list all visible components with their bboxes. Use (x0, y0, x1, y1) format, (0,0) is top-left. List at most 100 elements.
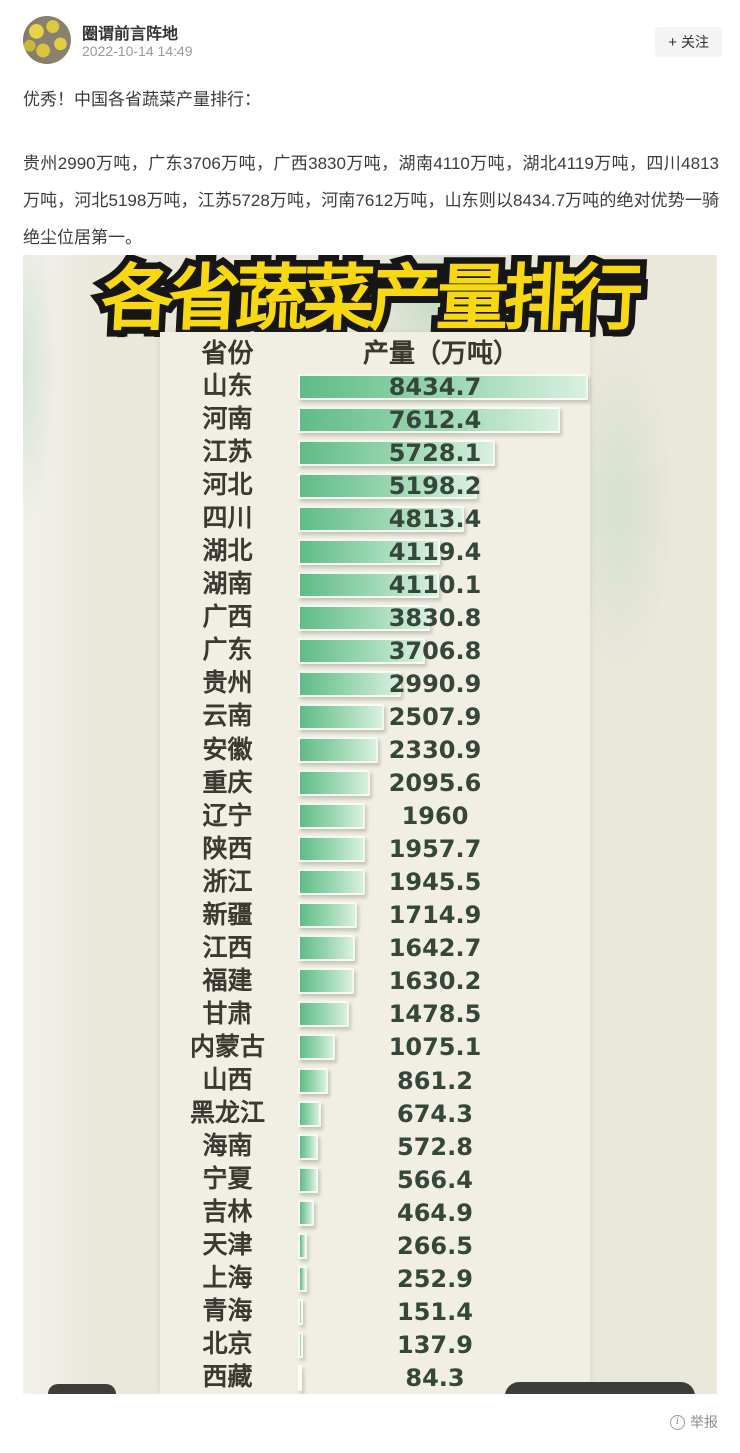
value-bar (298, 902, 357, 929)
bar-track: 1714.9 (298, 902, 590, 929)
value-bar (298, 505, 464, 532)
table-row: 湖北 4119.4 (160, 535, 590, 568)
production-value: 3706.8 (388, 636, 482, 665)
production-value: 2990.9 (388, 669, 482, 698)
production-value: 1478.5 (388, 1000, 482, 1029)
province-label: 新疆 (202, 900, 253, 929)
report-label: 举报 (690, 1414, 718, 1430)
value-bar (298, 935, 355, 962)
chart-rows: 山东 8434.7 河南 7612.4 江苏 5728.1 河北 5198.2 四川 4813.4… (160, 370, 590, 1394)
production-value: 8434.7 (388, 372, 482, 401)
bar-track: 252.9 (298, 1264, 590, 1293)
value-bar (298, 406, 560, 433)
value-bar (298, 1133, 318, 1160)
bar-track: 674.3 (298, 1099, 590, 1128)
production-value: 84.3 (405, 1363, 465, 1392)
table-row: 福建 1630.2 (160, 965, 590, 998)
report-link[interactable]: i 举报 (670, 1412, 718, 1432)
table-row: 江苏 5728.1 (160, 436, 590, 469)
value-bar (298, 737, 379, 764)
province-label: 四川 (202, 504, 253, 533)
value-bar (298, 1331, 303, 1358)
table-row: 青海 151.4 (160, 1295, 590, 1328)
production-value: 566.4 (397, 1165, 473, 1194)
value-bar (298, 1001, 349, 1028)
province-label: 山西 (202, 1066, 253, 1094)
follow-button[interactable]: + 关注 (655, 27, 722, 57)
bar-track: 1075.1 (298, 1034, 590, 1061)
province-label: 重庆 (202, 768, 253, 797)
value-bar (298, 1034, 335, 1061)
table-row: 辽宁 1960 (160, 800, 590, 833)
table-row: 贵州 2990.9 (160, 667, 590, 700)
username[interactable]: 圈谓前言阵地 (82, 26, 179, 43)
bar-track: 266.5 (298, 1231, 590, 1260)
bar-track: 2095.6 (298, 770, 590, 797)
province-label: 广东 (202, 636, 253, 665)
value-bar (298, 373, 588, 400)
value-bar (298, 538, 440, 565)
province-label: 云南 (202, 702, 253, 731)
table-row: 四川 4813.4 (160, 502, 590, 535)
production-value: 4813.4 (388, 504, 482, 533)
value-bar (298, 1298, 304, 1325)
province-label: 江苏 (202, 438, 253, 467)
table-row: 上海 252.9 (160, 1262, 590, 1295)
value-bar (298, 1166, 318, 1193)
table-row: 浙江 1945.5 (160, 866, 590, 899)
avatar[interactable] (23, 16, 71, 64)
plus-icon: + (668, 33, 677, 51)
table-row: 吉林 464.9 (160, 1196, 590, 1229)
table-row: 内蒙古 1075.1 (160, 1031, 590, 1064)
value-bar (298, 770, 371, 797)
table-row: 广东 3706.8 (160, 634, 590, 667)
value-bar (298, 439, 495, 466)
chart-image[interactable]: 各省蔬菜产量排行 各省蔬菜产量排行 省份 产量（万吨） 山东 8434.7 河南 76… (23, 255, 717, 1394)
value-bar (298, 836, 366, 863)
value-bar (298, 869, 365, 896)
bar-track: 1642.7 (298, 934, 590, 963)
bar-track: 1630.2 (298, 968, 590, 995)
value-bar (298, 703, 385, 730)
production-value: 266.5 (397, 1231, 473, 1260)
production-value: 1642.7 (388, 934, 482, 963)
province-label: 辽宁 (202, 801, 253, 830)
table-row: 新疆 1714.9 (160, 899, 590, 932)
province-label: 浙江 (202, 867, 253, 896)
value-bar (298, 1067, 328, 1094)
province-label: 吉林 (202, 1198, 253, 1227)
province-label: 山东 (202, 372, 253, 401)
production-value: 5198.2 (388, 471, 482, 500)
bar-track: 464.9 (298, 1199, 590, 1226)
table-row: 陕西 1957.7 (160, 833, 590, 866)
production-value: 7612.4 (388, 405, 482, 434)
production-value: 4110.1 (388, 570, 482, 599)
column-header-production: 产量（万吨） (362, 337, 519, 368)
production-value: 151.4 (397, 1297, 473, 1326)
province-label: 西藏 (202, 1363, 253, 1392)
province-label: 青海 (202, 1297, 253, 1326)
bar-track: 4110.1 (298, 570, 590, 599)
production-value: 572.8 (397, 1132, 473, 1161)
value-bar (298, 604, 430, 631)
table-row: 重庆 2095.6 (160, 767, 590, 800)
production-value: 1945.5 (388, 868, 482, 897)
province-label: 江西 (202, 933, 253, 962)
province-label: 上海 (202, 1264, 253, 1293)
province-label: 陕西 (202, 834, 253, 863)
production-value: 1957.7 (388, 835, 482, 864)
table-row: 河南 7612.4 (160, 403, 590, 436)
province-label: 内蒙古 (189, 1032, 265, 1061)
value-bar (298, 1265, 307, 1292)
value-bar (298, 1100, 322, 1127)
table-row: 宁夏 566.4 (160, 1163, 590, 1196)
value-bar (298, 968, 354, 995)
production-value: 252.9 (397, 1264, 473, 1293)
production-value: 674.3 (397, 1099, 473, 1128)
province-label: 北京 (202, 1330, 253, 1359)
production-value: 861.2 (397, 1066, 473, 1095)
timestamp: 2022-10-14 14:49 (82, 43, 193, 59)
bottom-right-dark-tab (505, 1382, 695, 1394)
province-label: 天津 (202, 1231, 253, 1260)
